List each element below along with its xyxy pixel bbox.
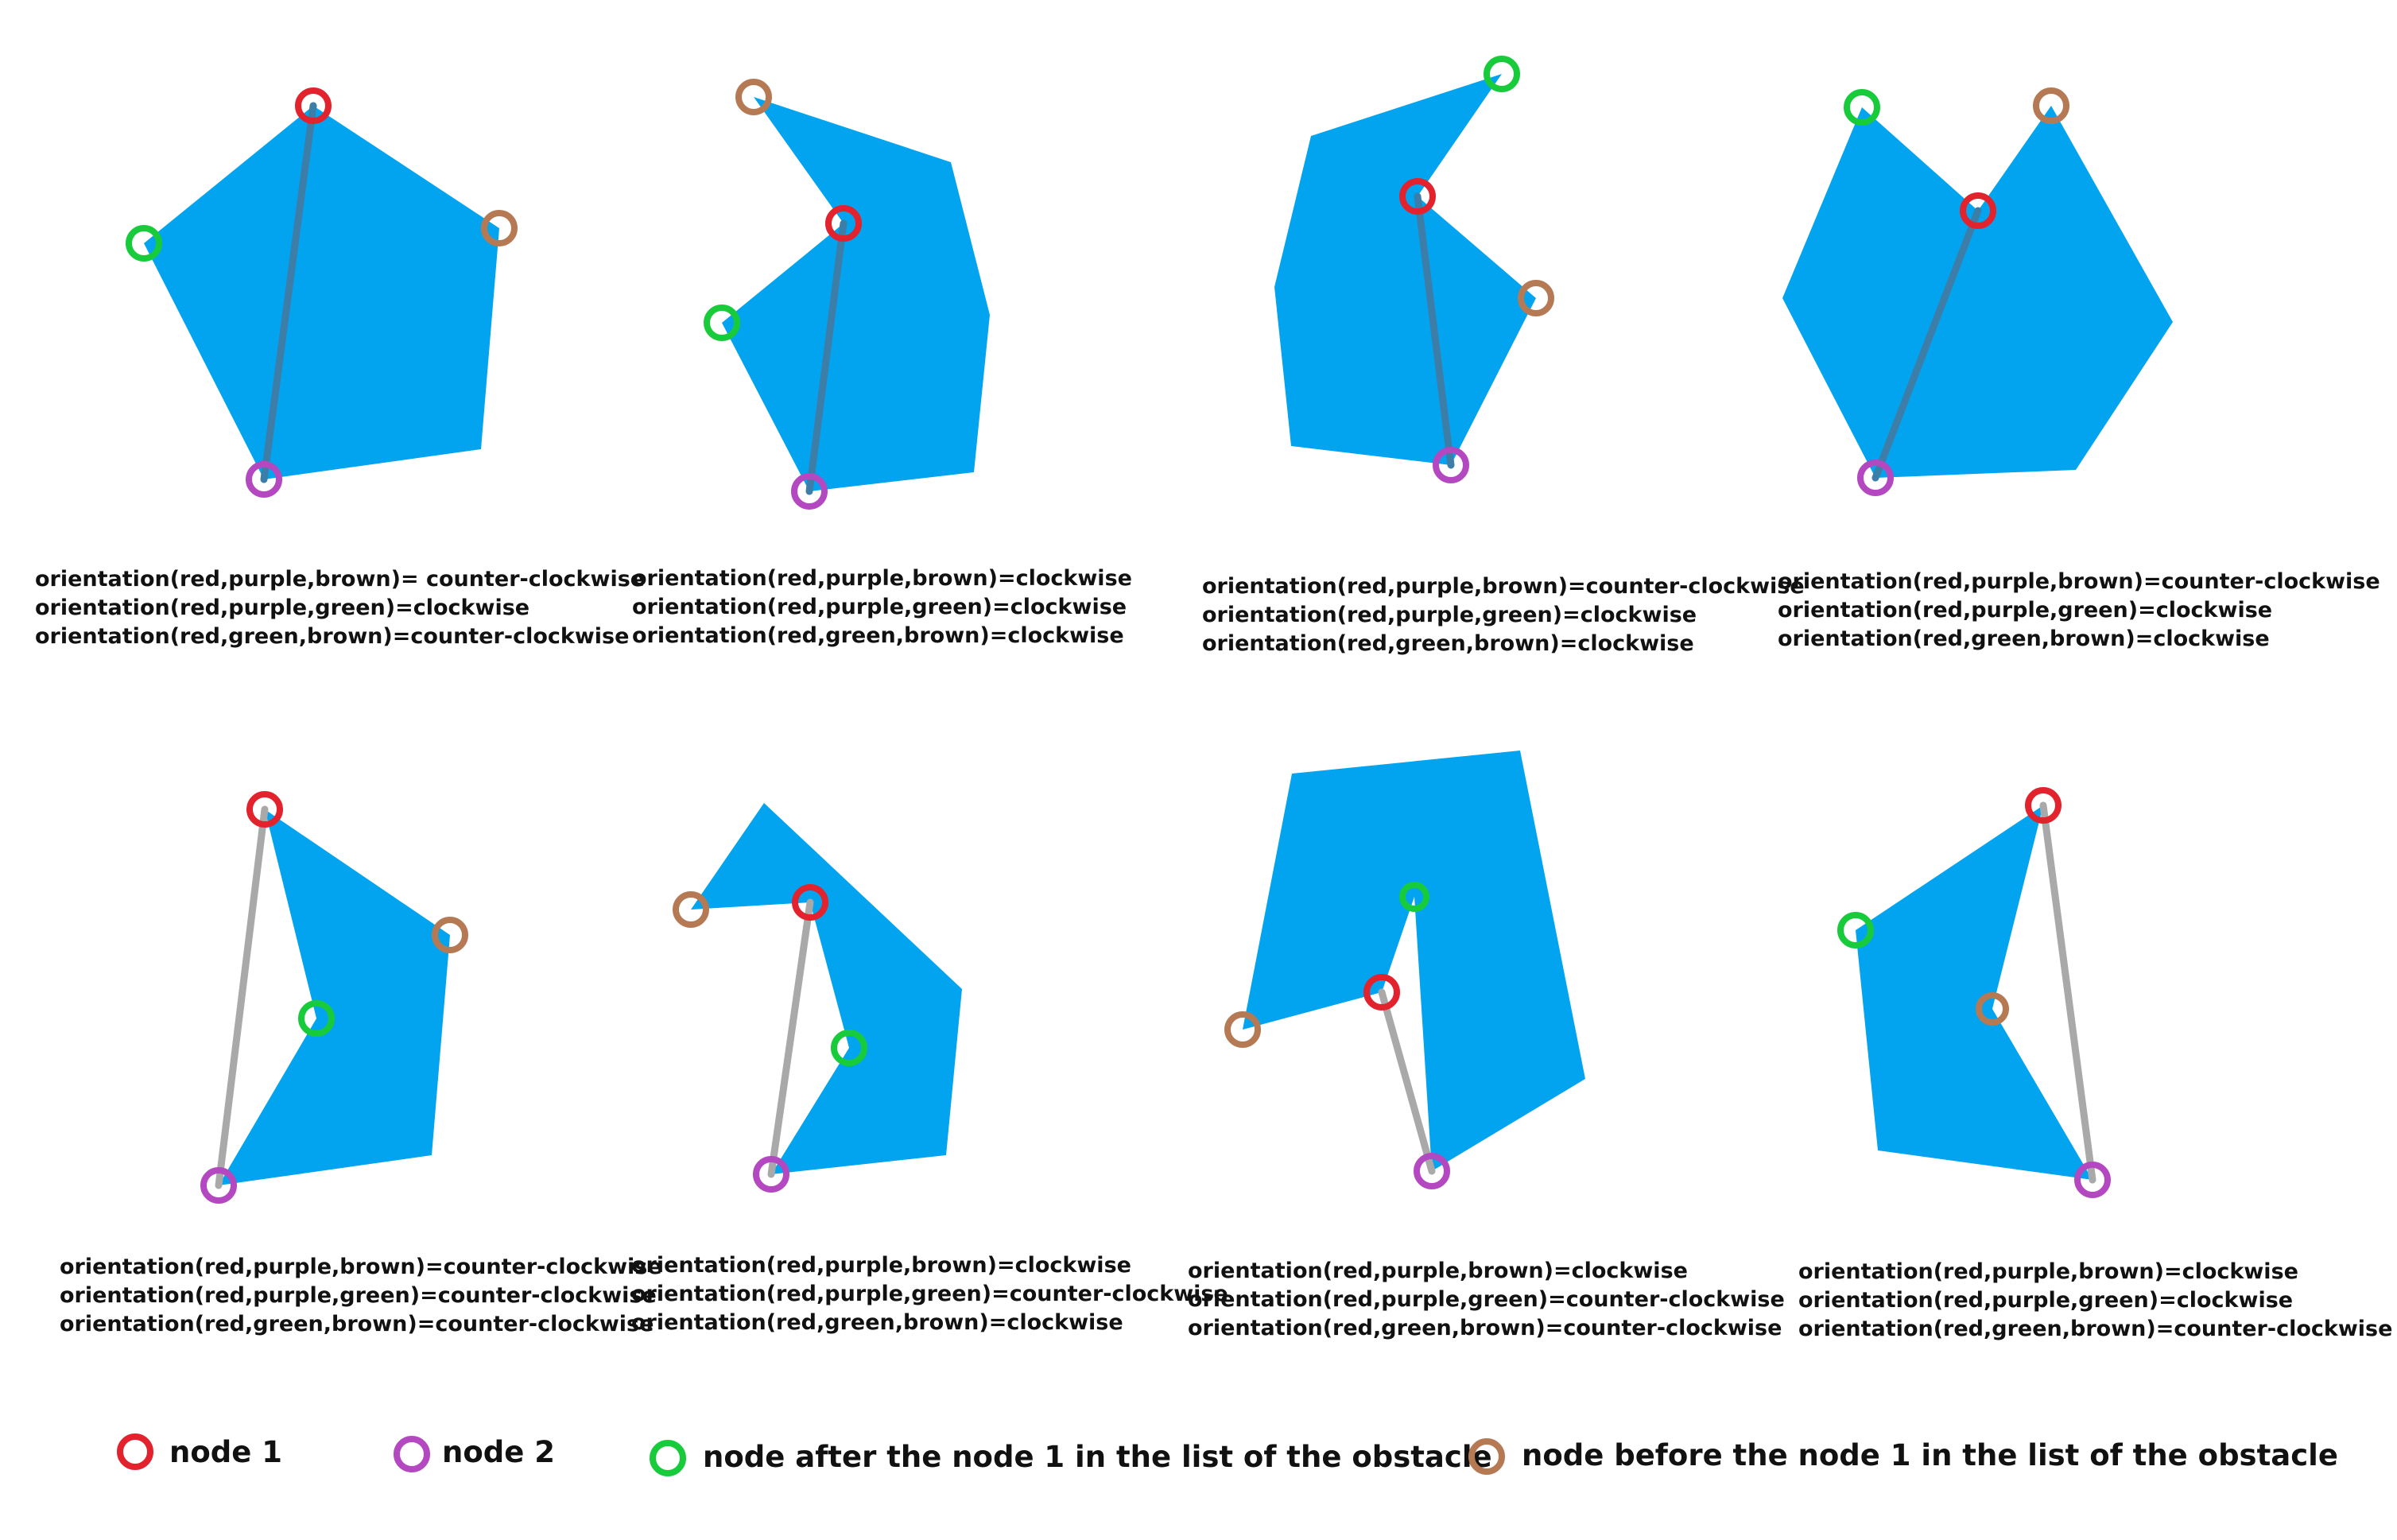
before-node-marker [1224, 1011, 1261, 1048]
legend-before-marker [1468, 1438, 1505, 1475]
obstacle-polygon [1782, 106, 2173, 478]
panel-2: orientation(red,purple,brown)=clockwise … [632, 79, 1132, 648]
obstacle-polygon [722, 97, 990, 491]
before-node-marker [1518, 280, 1554, 316]
panel-5-line-3: orientation(red,green,brown)=counter-clo… [60, 1312, 654, 1336]
panel-2-line-1: orientation(red,purple,brown)=clockwise [632, 566, 1132, 591]
obstacle-polygon [144, 106, 499, 479]
legend: node 1 node 2 node after the node 1 in t… [117, 1433, 2338, 1476]
panel-7-line-2: orientation(red,purple,green)=counter-cl… [1188, 1287, 1785, 1312]
panel-1: orientation(red,purple,brown)= counter-c… [35, 87, 645, 649]
after-node-marker [298, 1000, 335, 1037]
node1-node2-segment [767, 898, 814, 1178]
legend-node2-label: node 2 [442, 1435, 555, 1469]
node1-node2-segment [1414, 192, 1455, 469]
node2-marker [1857, 460, 1894, 496]
panel-2-line-3: orientation(red,green,brown)=clockwise [632, 623, 1124, 648]
panel-7-line-3: orientation(red,green,brown)=counter-clo… [1188, 1316, 1782, 1340]
node1-marker [1960, 192, 1996, 229]
obstacle-polygon [691, 803, 962, 1174]
node1-node2-segment [805, 219, 847, 495]
node2-marker [791, 473, 828, 510]
node1-marker [825, 205, 862, 242]
node1-marker [1399, 178, 1436, 215]
panel-5-line-1: orientation(red,purple,brown)=counter-cl… [60, 1255, 662, 1279]
after-node-marker [1399, 882, 1429, 912]
panel-1-line-3: orientation(red,green,brown)=counter-clo… [35, 624, 629, 649]
node2-marker [753, 1156, 789, 1193]
before-node-marker [735, 79, 772, 115]
legend-after-marker [650, 1440, 686, 1476]
node2-marker [2074, 1162, 2111, 1198]
panel-7: orientation(red,purple,brown)=clockwise … [1188, 751, 1785, 1340]
node1-node2-segment [260, 102, 317, 483]
obstacle-polygon [219, 809, 450, 1185]
obstacle-polygon [1243, 751, 1585, 1171]
legend-after-label: node after the node 1 in the list of the… [703, 1440, 1492, 1474]
node1-marker [246, 791, 283, 828]
node1-marker [1363, 974, 1400, 1011]
legend-node1-marker [117, 1433, 153, 1470]
panel-8: orientation(red,purple,brown)=clockwise … [1798, 787, 2392, 1341]
node2-marker [1433, 447, 1469, 483]
node2-marker [246, 461, 282, 498]
panel-6-line-1: orientation(red,purple,brown)=clockwise [631, 1253, 1131, 1278]
panel-3-line-3: orientation(red,green,brown)=clockwise [1202, 631, 1694, 656]
obstacle-polygon [1856, 805, 2093, 1180]
obstacle-polygon [1274, 74, 1536, 465]
panel-3: orientation(red,purple,brown)=counter-cl… [1202, 56, 1805, 656]
node1-marker [2025, 787, 2061, 824]
after-node-marker [1484, 56, 1520, 92]
panel-6-line-3: orientation(red,green,brown)=clockwise [631, 1310, 1123, 1335]
panel-1-line-1: orientation(red,purple,brown)= counter-c… [35, 567, 645, 592]
before-node-marker [1976, 992, 2009, 1026]
panel-6-line-2: orientation(red,purple,green)=counter-cl… [631, 1282, 1228, 1306]
legend-before-label: node before the node 1 in the list of th… [1522, 1438, 2338, 1472]
panel-1-line-2: orientation(red,purple,green)=clockwise [35, 595, 529, 620]
panel-2-line-2: orientation(red,purple,green)=clockwise [632, 595, 1127, 619]
panel-8-line-1: orientation(red,purple,brown)=clockwise [1798, 1259, 2298, 1284]
before-node-marker [481, 210, 518, 246]
after-node-marker [126, 225, 162, 262]
node2-marker [1414, 1153, 1450, 1189]
panel-8-line-2: orientation(red,purple,green)=clockwise [1798, 1288, 2293, 1313]
node2-marker [200, 1167, 237, 1204]
panel-6: orientation(red,purple,brown)=clockwise … [631, 803, 1228, 1335]
panel-4-line-1: orientation(red,purple,brown)=counter-cl… [1778, 569, 2380, 594]
node1-node2-segment [1378, 988, 1436, 1175]
panel-4: orientation(red,purple,brown)=counter-cl… [1778, 87, 2380, 651]
after-node-marker [704, 305, 740, 341]
node1-node2-segment [215, 805, 269, 1189]
panel-3-line-2: orientation(red,purple,green)=clockwise [1202, 603, 1697, 627]
after-node-marker [1844, 89, 1880, 126]
panel-5: orientation(red,purple,brown)=counter-cl… [60, 791, 662, 1336]
panel-3-line-1: orientation(red,purple,brown)=counter-cl… [1202, 574, 1805, 599]
panel-5-line-2: orientation(red,purple,green)=counter-cl… [60, 1283, 657, 1308]
legend-node1-label: node 1 [169, 1435, 282, 1469]
before-node-marker [2033, 87, 2069, 124]
panel-4-line-2: orientation(red,purple,green)=clockwise [1778, 598, 2272, 623]
before-node-marker [432, 917, 468, 953]
panel-8-line-3: orientation(red,green,brown)=counter-clo… [1798, 1317, 2392, 1341]
node1-marker [792, 884, 828, 921]
node1-marker [295, 87, 332, 124]
after-node-marker [1837, 912, 1874, 948]
panel-7-line-1: orientation(red,purple,brown)=clockwise [1188, 1259, 1688, 1283]
legend-node2-marker [394, 1436, 430, 1472]
panel-4-line-3: orientation(red,green,brown)=clockwise [1778, 626, 2270, 651]
node1-node2-segment [2039, 801, 2096, 1184]
before-node-marker [673, 891, 709, 928]
after-node-marker [831, 1030, 867, 1066]
node1-node2-segment [1871, 207, 1982, 482]
